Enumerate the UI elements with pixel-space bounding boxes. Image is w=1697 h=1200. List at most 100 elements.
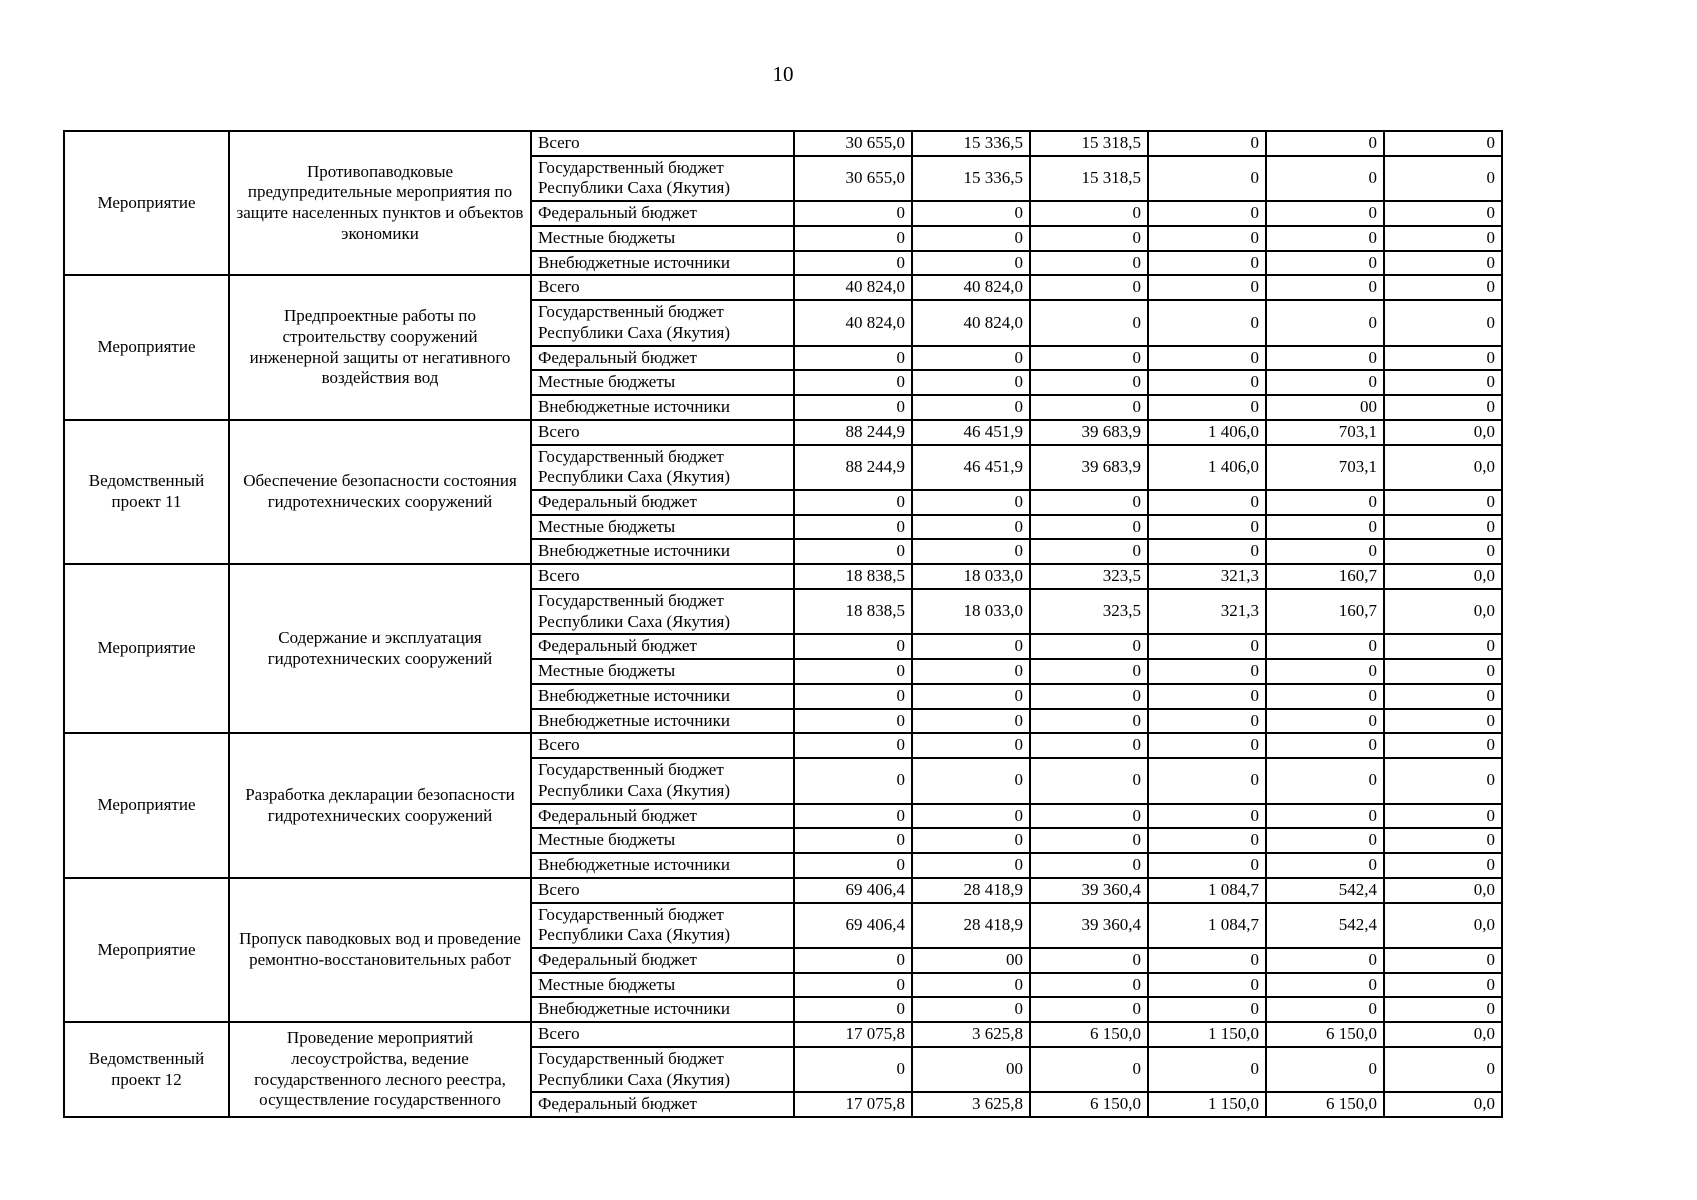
value-cell: 0 [1029, 996, 1149, 1024]
value-cell: 0 [1029, 658, 1149, 685]
budget-source-cell: Местные бюджеты [530, 513, 795, 541]
value-cell: 0 [1265, 658, 1385, 685]
table-row: Федеральный бюджет 0 0 0 0 0 0 [64, 200, 1503, 227]
value-cell: 0 [1383, 633, 1503, 661]
table-row: Внебюджетные источники 0 0 0 0 0 0 [64, 852, 1503, 879]
value-cell: 0 [1265, 757, 1385, 805]
value-cell: 0 [1265, 538, 1385, 566]
value-cell: 0 [1265, 1045, 1385, 1094]
group-label-cell: Мероприятие [63, 876, 230, 1024]
value-cell: 0,0 [1383, 563, 1503, 590]
value-cell: 18 838,5 [793, 587, 913, 636]
value-cell: 0 [1147, 489, 1267, 516]
value-cell: 0 [1029, 274, 1149, 302]
value-cell: 88 244,9 [793, 443, 913, 492]
value-cell: 0 [1265, 971, 1385, 999]
value-cell: 0 [1383, 658, 1503, 685]
group-description-cell: Проведение мероприятий лесоустройства, в… [228, 1021, 532, 1119]
value-cell: 0 [793, 200, 913, 227]
value-cell: 0 [911, 707, 1031, 735]
value-cell: 0 [793, 394, 913, 421]
value-cell: 1 406,0 [1147, 418, 1267, 446]
value-cell: 0 [793, 538, 913, 566]
value-cell: 0 [793, 971, 913, 999]
value-cell: 39 360,4 [1029, 876, 1149, 904]
table-row: Мероприятие Предпроектные работы по строи… [63, 274, 1503, 421]
budget-source-cell: Всего [530, 1021, 795, 1048]
value-cell: 0 [911, 996, 1031, 1024]
value-cell: 0 [1147, 682, 1267, 710]
value-cell: 17 075,8 [793, 1021, 913, 1048]
value-cell: 0 [1029, 682, 1149, 710]
value-cell: 6 150,0 [1265, 1021, 1385, 1048]
value-cell: 0 [1029, 299, 1149, 347]
value-cell: 0 [1029, 802, 1149, 830]
value-cell: 0 [1383, 274, 1503, 302]
group-label-cell: Мероприятие [63, 732, 230, 879]
value-cell: 0 [911, 682, 1031, 710]
value-cell: 0 [1265, 732, 1385, 760]
budget-table-body: Мероприятие Противопаводковые предупредит… [63, 129, 1503, 1119]
table-row: Местные бюджеты 0 0 0 0 0 0 [64, 971, 1503, 999]
value-cell: 0 [1029, 707, 1149, 735]
value-cell: 0 [1383, 489, 1503, 516]
budget-source-cell: Внебюджетные источники [530, 996, 795, 1024]
value-cell: 0 [911, 732, 1031, 760]
budget-source-cell: Местные бюджеты [530, 658, 795, 685]
budget-source-cell: Федеральный бюджет [530, 633, 795, 661]
budget-source-cell: Всего [530, 876, 795, 904]
table-row: Федеральный бюджет 0 0 0 0 0 0 [64, 802, 1503, 830]
group-label-cell: Мероприятие [63, 129, 230, 277]
value-cell: 0 [1383, 971, 1503, 999]
value-cell: 0 [1265, 802, 1385, 830]
value-cell: 30 655,0 [793, 154, 913, 203]
table-row: Федеральный бюджет 17 075,8 3 625,8 6 150,0… [64, 1091, 1503, 1119]
value-cell: 0 [793, 946, 913, 974]
table-row: Внебюджетные источники 0 0 0 0 0 0 [64, 682, 1503, 710]
table-row: Местные бюджеты 0 0 0 0 0 0 [64, 513, 1503, 541]
value-cell: 0 [793, 852, 913, 879]
value-cell: 0 [911, 200, 1031, 227]
table-row: Государственный бюджет Республики Саха (… [64, 154, 1503, 203]
group-description-cell: Предпроектные работы по строительству со… [228, 274, 532, 421]
value-cell: 6 150,0 [1265, 1091, 1385, 1119]
value-cell: 0 [793, 732, 913, 760]
value-cell: 15 336,5 [911, 154, 1031, 203]
value-cell: 0,0 [1383, 443, 1503, 492]
value-cell: 0 [1029, 852, 1149, 879]
value-cell: 0 [793, 996, 913, 1024]
value-cell: 3 625,8 [911, 1021, 1031, 1048]
value-cell: 18 838,5 [793, 563, 913, 590]
value-cell: 0 [793, 489, 913, 516]
budget-source-cell: Федеральный бюджет [530, 344, 795, 372]
value-cell: 69 406,4 [793, 876, 913, 904]
budget-source-cell: Местные бюджеты [530, 369, 795, 397]
budget-source-cell: Государственный бюджет Республики Саха (… [530, 1045, 795, 1094]
value-cell: 0 [793, 827, 913, 855]
budget-source-cell: Местные бюджеты [530, 971, 795, 999]
value-cell: 0 [1383, 996, 1503, 1024]
value-cell: 0 [1383, 299, 1503, 347]
table-row: Государственный бюджет Республики Саха (… [64, 299, 1503, 347]
value-cell: 0 [1147, 633, 1267, 661]
value-cell: 0,0 [1383, 876, 1503, 904]
group-label-cell: Мероприятие [63, 563, 230, 735]
value-cell: 0 [1147, 274, 1267, 302]
value-cell: 0 [793, 249, 913, 277]
table-row: Федеральный бюджет 0 00 0 0 0 0 [64, 946, 1503, 974]
table-row: Внебюджетные источники 0 0 0 0 0 0 [64, 538, 1503, 566]
table-row: Ведомственный проект 12 Проведение меропр… [63, 1021, 1503, 1119]
group-label-cell: Ведомственный проект 11 [63, 418, 230, 566]
value-cell: 39 683,9 [1029, 418, 1149, 446]
budget-source-cell: Федеральный бюджет [530, 802, 795, 830]
value-cell: 0 [1383, 538, 1503, 566]
value-cell: 0 [1029, 249, 1149, 277]
table-row: Мероприятие Содержание и эксплуатация гид… [63, 563, 1503, 735]
table-row: Государственный бюджет Республики Саха (… [64, 901, 1503, 949]
value-cell: 0 [793, 802, 913, 830]
value-cell: 0 [1265, 513, 1385, 541]
value-cell: 0 [1265, 827, 1385, 855]
value-cell: 0 [911, 852, 1031, 879]
value-cell: 0 [1383, 394, 1503, 421]
